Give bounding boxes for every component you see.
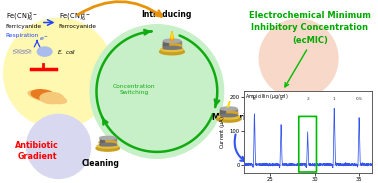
Ellipse shape <box>161 47 183 52</box>
Ellipse shape <box>28 90 67 104</box>
Text: Respiration: Respiration <box>5 33 38 38</box>
Text: Measuring: Measuring <box>212 113 257 122</box>
Text: Ampicillin ($\mu$g/ml): Ampicillin ($\mu$g/ml) <box>245 92 289 101</box>
Text: 1: 1 <box>333 97 336 101</box>
Polygon shape <box>220 109 237 115</box>
Text: Cleaning: Cleaning <box>81 159 119 168</box>
Text: 2: 2 <box>306 97 309 101</box>
Text: Concentration
Switching: Concentration Switching <box>113 84 155 95</box>
Ellipse shape <box>100 136 116 140</box>
Polygon shape <box>163 41 181 48</box>
Text: Antibiotic
Gradient: Antibiotic Gradient <box>15 141 59 161</box>
Text: 4: 4 <box>280 97 282 101</box>
Ellipse shape <box>259 19 338 98</box>
Polygon shape <box>170 31 174 40</box>
Ellipse shape <box>218 115 240 119</box>
Ellipse shape <box>37 47 52 56</box>
Ellipse shape <box>163 46 181 49</box>
Text: Fe(CN)$_6^{4-}$: Fe(CN)$_6^{4-}$ <box>59 10 91 24</box>
Ellipse shape <box>4 18 113 128</box>
Polygon shape <box>228 101 230 107</box>
Polygon shape <box>163 41 168 48</box>
Ellipse shape <box>160 48 184 55</box>
Ellipse shape <box>100 143 116 146</box>
Ellipse shape <box>31 90 56 100</box>
Ellipse shape <box>220 114 237 117</box>
Ellipse shape <box>220 107 237 110</box>
Ellipse shape <box>163 44 181 47</box>
Ellipse shape <box>217 116 241 122</box>
Ellipse shape <box>26 114 91 178</box>
Text: Fe(CN)$_6^{3-}$: Fe(CN)$_6^{3-}$ <box>6 10 38 24</box>
Text: Introducing: Introducing <box>141 10 192 19</box>
Text: Ferricyanide: Ferricyanide <box>6 24 42 29</box>
Text: $E.$ $coli$: $E.$ $coli$ <box>57 48 77 56</box>
Polygon shape <box>220 109 225 115</box>
Ellipse shape <box>163 39 181 42</box>
Polygon shape <box>171 32 173 38</box>
Text: Electrochemical Minimum
Inhibitory Concentration
(ecMIC): Electrochemical Minimum Inhibitory Conce… <box>249 11 371 45</box>
Ellipse shape <box>99 141 116 144</box>
Polygon shape <box>100 138 104 145</box>
Ellipse shape <box>97 144 118 148</box>
Text: Ferrocyanide: Ferrocyanide <box>59 24 97 29</box>
Polygon shape <box>100 138 116 145</box>
Text: 0.5: 0.5 <box>356 97 363 101</box>
Ellipse shape <box>90 25 224 158</box>
Y-axis label: Current ($\mu$A): Current ($\mu$A) <box>218 115 228 149</box>
Text: 8: 8 <box>253 97 256 101</box>
Text: e$^-$: e$^-$ <box>39 35 49 43</box>
Ellipse shape <box>220 111 238 115</box>
Ellipse shape <box>40 93 64 104</box>
Ellipse shape <box>96 145 119 151</box>
